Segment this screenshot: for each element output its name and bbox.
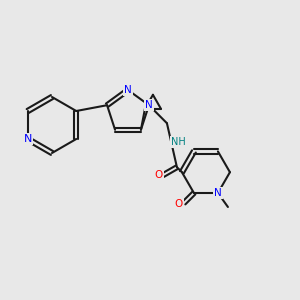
Text: O: O	[155, 170, 163, 180]
Text: NH: NH	[170, 137, 185, 147]
Text: O: O	[175, 199, 183, 209]
Text: N: N	[145, 100, 153, 110]
Text: N: N	[124, 85, 132, 95]
Text: N: N	[214, 188, 222, 198]
Text: N: N	[24, 134, 32, 144]
